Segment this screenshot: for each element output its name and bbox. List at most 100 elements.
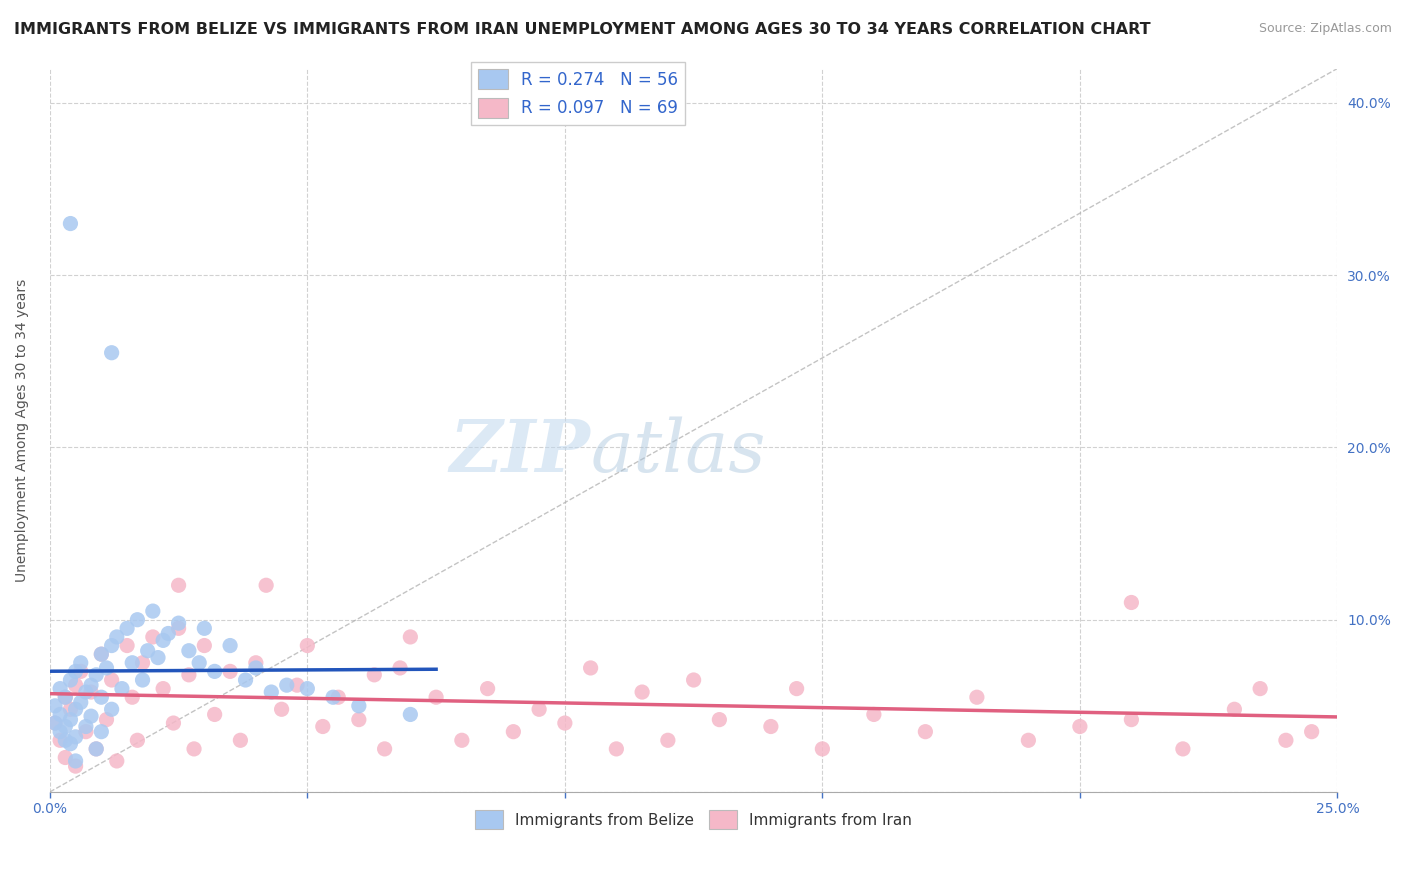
Point xyxy=(1249,681,1271,696)
Point xyxy=(65,730,87,744)
Text: ZIP: ZIP xyxy=(450,417,591,487)
Point xyxy=(100,345,122,359)
Point xyxy=(347,698,370,713)
Point xyxy=(579,661,602,675)
Point xyxy=(193,639,215,653)
Legend: Immigrants from Belize, Immigrants from Iran: Immigrants from Belize, Immigrants from … xyxy=(470,804,918,835)
Point xyxy=(235,673,257,687)
Point xyxy=(786,681,808,696)
Point xyxy=(80,678,103,692)
Point xyxy=(142,604,165,618)
Point xyxy=(322,690,344,705)
Point xyxy=(44,716,66,731)
Point xyxy=(136,644,159,658)
Point xyxy=(53,750,76,764)
Point xyxy=(363,668,385,682)
Point xyxy=(1069,719,1091,733)
Point xyxy=(285,678,308,692)
Point xyxy=(167,616,190,631)
Point xyxy=(229,733,252,747)
Point xyxy=(1121,595,1143,609)
Point xyxy=(146,650,169,665)
Point xyxy=(69,665,91,679)
Point xyxy=(177,644,200,658)
Point xyxy=(121,656,143,670)
Point xyxy=(44,716,66,731)
Point xyxy=(90,690,112,705)
Point xyxy=(53,733,76,747)
Point xyxy=(80,685,103,699)
Point xyxy=(84,668,107,682)
Point xyxy=(131,673,153,687)
Point xyxy=(188,656,211,670)
Text: Source: ZipAtlas.com: Source: ZipAtlas.com xyxy=(1258,22,1392,36)
Point xyxy=(127,733,149,747)
Point xyxy=(65,754,87,768)
Point xyxy=(90,647,112,661)
Point xyxy=(59,737,82,751)
Point xyxy=(204,665,226,679)
Point xyxy=(80,709,103,723)
Point xyxy=(399,707,422,722)
Point xyxy=(111,681,134,696)
Point xyxy=(84,742,107,756)
Point xyxy=(65,678,87,692)
Point xyxy=(254,578,277,592)
Point xyxy=(605,742,627,756)
Text: atlas: atlas xyxy=(591,417,766,487)
Point xyxy=(527,702,550,716)
Point xyxy=(554,716,576,731)
Point xyxy=(297,681,319,696)
Point xyxy=(84,742,107,756)
Point xyxy=(115,621,138,635)
Point xyxy=(167,578,190,592)
Point xyxy=(657,733,679,747)
Point xyxy=(219,639,242,653)
Point xyxy=(450,733,472,747)
Point xyxy=(162,716,184,731)
Point xyxy=(276,678,298,692)
Point xyxy=(193,621,215,635)
Y-axis label: Unemployment Among Ages 30 to 34 years: Unemployment Among Ages 30 to 34 years xyxy=(15,278,30,582)
Point xyxy=(49,681,72,696)
Point xyxy=(245,656,267,670)
Point xyxy=(152,681,174,696)
Point xyxy=(1171,742,1194,756)
Point xyxy=(69,656,91,670)
Point xyxy=(59,713,82,727)
Point xyxy=(53,719,76,733)
Point xyxy=(69,695,91,709)
Point xyxy=(966,690,988,705)
Point xyxy=(389,661,412,675)
Point xyxy=(374,742,396,756)
Point xyxy=(131,656,153,670)
Point xyxy=(167,621,190,635)
Point xyxy=(75,719,97,733)
Point xyxy=(100,702,122,716)
Point xyxy=(1121,713,1143,727)
Point xyxy=(59,673,82,687)
Point xyxy=(53,690,76,705)
Point xyxy=(328,690,350,705)
Point xyxy=(297,639,319,653)
Point xyxy=(105,630,128,644)
Point xyxy=(53,690,76,705)
Point xyxy=(121,690,143,705)
Point xyxy=(105,754,128,768)
Point xyxy=(759,719,782,733)
Point xyxy=(682,673,704,687)
Point xyxy=(425,690,447,705)
Point xyxy=(312,719,335,733)
Point xyxy=(709,713,731,727)
Point xyxy=(65,665,87,679)
Point xyxy=(65,759,87,773)
Point xyxy=(1301,724,1323,739)
Point xyxy=(44,698,66,713)
Point xyxy=(115,639,138,653)
Point xyxy=(59,702,82,716)
Point xyxy=(49,733,72,747)
Text: IMMIGRANTS FROM BELIZE VS IMMIGRANTS FROM IRAN UNEMPLOYMENT AMONG AGES 30 TO 34 : IMMIGRANTS FROM BELIZE VS IMMIGRANTS FRO… xyxy=(14,22,1150,37)
Point xyxy=(219,665,242,679)
Point xyxy=(100,639,122,653)
Point xyxy=(90,647,112,661)
